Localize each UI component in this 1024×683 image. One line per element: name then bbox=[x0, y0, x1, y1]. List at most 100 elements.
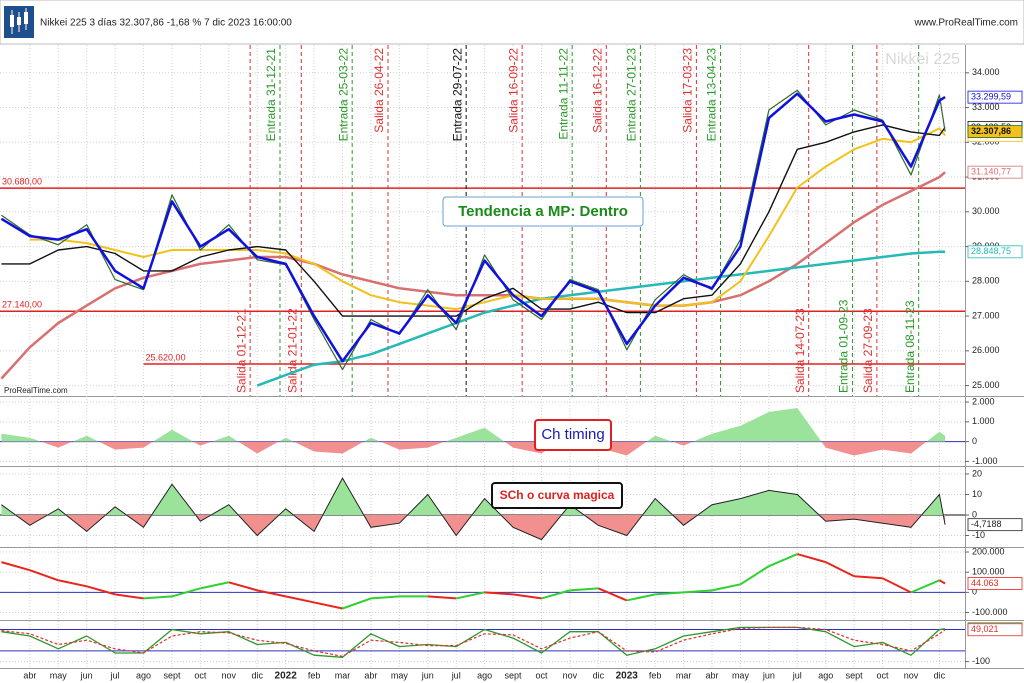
last-value-box bbox=[967, 165, 1023, 179]
y-tick-label: 0 bbox=[972, 509, 977, 519]
line-segment bbox=[58, 579, 87, 588]
line-segment bbox=[455, 591, 485, 600]
x-tick-label: jul bbox=[792, 670, 802, 680]
signal-label: Salida 14-07-23 bbox=[793, 308, 807, 393]
x-tick-label: dic bbox=[251, 670, 263, 680]
y-tick-label: -10 bbox=[972, 530, 985, 540]
series-line bbox=[1, 626, 946, 657]
signal-label: Entrada 11-11-22 bbox=[556, 48, 570, 140]
y-tick-label: 20 bbox=[972, 468, 982, 478]
x-tick-label: may bbox=[391, 670, 409, 680]
site-label: www.ProRealTime.com bbox=[913, 18, 1018, 29]
level-label: 25.620,00 bbox=[146, 352, 186, 362]
y-tick-label: 0 bbox=[972, 587, 977, 597]
x-tick-label: jul bbox=[110, 670, 120, 680]
y-tick-label: 33.000 bbox=[972, 102, 1000, 112]
last-value-box bbox=[967, 623, 1023, 637]
last-value-box bbox=[967, 90, 1023, 104]
x-tick-label: may bbox=[50, 670, 68, 680]
line-segment bbox=[114, 593, 144, 600]
annotation: Tendencia a MP: Dentro bbox=[458, 203, 628, 220]
x-tick-label: abr bbox=[23, 670, 36, 680]
x-tick-label: oct bbox=[877, 670, 890, 680]
source-label: ProRealTime.com bbox=[4, 386, 68, 395]
area-neg bbox=[1, 515, 946, 540]
x-tick-label: sept bbox=[505, 670, 523, 680]
x-tick-label: 2023 bbox=[616, 671, 639, 682]
signal-label: Salida 16-12-22 bbox=[590, 48, 604, 133]
line-segment bbox=[228, 581, 258, 592]
signal-label: Entrada 31-12-21 bbox=[264, 48, 278, 142]
line-segment bbox=[569, 587, 599, 592]
signal-label: Entrada 08-11-23 bbox=[903, 300, 917, 393]
line-segment bbox=[29, 569, 59, 582]
area-neg bbox=[41, 441, 927, 456]
last-value-label: 32.307,86 bbox=[971, 126, 1011, 136]
y-tick-label: 34.000 bbox=[972, 67, 1000, 77]
line-segment bbox=[739, 565, 770, 586]
y-tick-label: 2.000 bbox=[972, 396, 995, 406]
panel-title: SCh o curva magica bbox=[500, 488, 615, 502]
x-tick-label: 2022 bbox=[275, 671, 298, 682]
x-tick-label: nov bbox=[222, 670, 237, 680]
x-tick-label: abr bbox=[706, 670, 719, 680]
signal-label: Salida 01-12-21 bbox=[234, 308, 248, 393]
x-tick-label: nov bbox=[563, 670, 578, 680]
last-value-label: 28.848,75 bbox=[971, 246, 1011, 256]
level-label: 27.140,00 bbox=[2, 300, 42, 310]
x-tick-label: ago bbox=[477, 670, 492, 680]
panel-title-box bbox=[534, 419, 612, 451]
signal-label: Entrada 29-07-22 bbox=[450, 48, 464, 142]
line-segment bbox=[797, 553, 826, 564]
series-line bbox=[1, 626, 946, 658]
chart-title: Nikkei 225 3 días 32.307,86 -1,68 % 7 di… bbox=[40, 18, 292, 29]
line-segment bbox=[768, 553, 798, 568]
panel-title-box bbox=[491, 482, 623, 509]
last-value-label: 44.063 bbox=[971, 578, 999, 588]
line-segment bbox=[711, 583, 741, 592]
x-tick-label: nov bbox=[904, 670, 919, 680]
x-tick-label: feb bbox=[649, 670, 662, 680]
line-segment bbox=[825, 561, 855, 578]
line-segment bbox=[597, 587, 628, 602]
y-tick-label: 27.000 bbox=[972, 310, 1000, 320]
x-tick-label: mar bbox=[676, 670, 692, 680]
x-tick-label: oct bbox=[535, 670, 548, 680]
x-tick-label: dic bbox=[593, 670, 605, 680]
x-tick-label: jul bbox=[451, 670, 461, 680]
y-tick-label: -1.000 bbox=[972, 456, 998, 466]
area-pos bbox=[1, 478, 946, 515]
signal-label: Salida 17-03-23 bbox=[681, 48, 695, 133]
last-value-label: -4,7188 bbox=[971, 519, 1002, 529]
y-tick-label: 26.000 bbox=[972, 345, 1000, 355]
annotation-box bbox=[442, 196, 644, 227]
x-tick-label: abr bbox=[364, 670, 377, 680]
x-tick-label: ago bbox=[818, 670, 833, 680]
line-segment bbox=[512, 593, 542, 600]
x-tick-label: may bbox=[732, 670, 750, 680]
line-segment bbox=[626, 593, 656, 602]
line-segment bbox=[285, 595, 315, 604]
x-tick-label: dic bbox=[934, 670, 946, 680]
line-segment bbox=[143, 595, 173, 600]
line-segment bbox=[938, 579, 946, 585]
line-segment bbox=[655, 591, 684, 596]
signal-label: Salida 26-04-22 bbox=[372, 48, 386, 133]
x-tick-label: jun bbox=[421, 670, 434, 680]
series-line bbox=[29, 127, 946, 311]
y-tick-label: 25.000 bbox=[972, 380, 1000, 390]
x-tick-label: ago bbox=[136, 670, 151, 680]
line-segment bbox=[1, 561, 31, 572]
line-segment bbox=[910, 579, 940, 594]
y-tick-label: 1.000 bbox=[972, 416, 995, 426]
x-tick-label: mar bbox=[335, 670, 351, 680]
area-pos bbox=[1, 408, 946, 442]
y-tick-label: 10 bbox=[972, 489, 982, 499]
x-tick-label: oct bbox=[194, 670, 207, 680]
signal-label: Entrada 25-03-22 bbox=[336, 48, 350, 142]
x-tick-label: feb bbox=[308, 670, 321, 680]
header-bar bbox=[0, 0, 1024, 45]
line-segment bbox=[200, 581, 230, 590]
x-tick-label: sept bbox=[846, 670, 864, 680]
